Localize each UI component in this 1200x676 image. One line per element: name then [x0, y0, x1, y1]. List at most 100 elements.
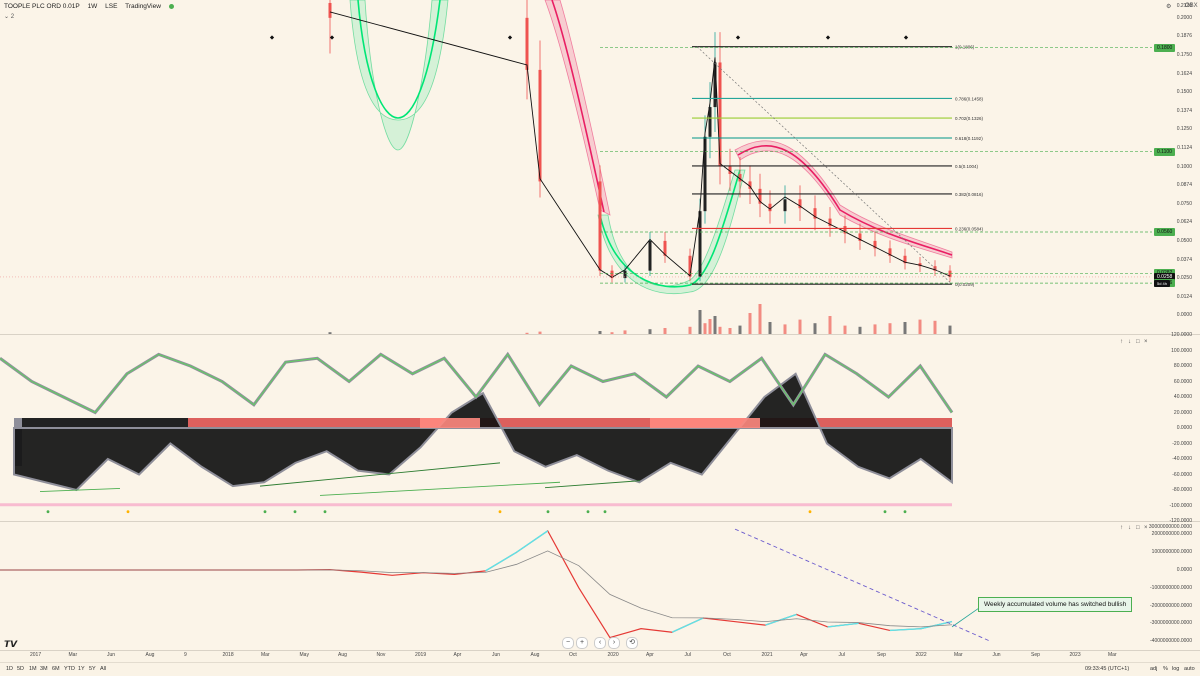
oscillator-axis[interactable]: 120.0000 100.0000 80.0000 60.0000 40.0000 20.…	[1152, 332, 1200, 524]
osc-histogram	[13, 372, 953, 492]
maximize-icon[interactable]: □	[1136, 525, 1140, 531]
arrow-down-icon[interactable]: ↓	[1128, 339, 1131, 345]
acc-volume-average	[0, 550, 953, 628]
osc-axis-tick: -80.0000	[1172, 487, 1192, 493]
price-axis-tick: 0.1500	[1176, 89, 1192, 96]
price-candle	[663, 240, 667, 256]
scroll-right-button[interactable]: ›	[608, 637, 620, 649]
acc-volume-axis[interactable]: 2000000000.0000 1000000000.0000 0.0000 -100…	[1148, 522, 1200, 650]
arrow-down-icon[interactable]: ↓	[1128, 525, 1131, 531]
volume-bar	[798, 319, 802, 334]
clock-label[interactable]: 09:33:45 (UTC+1)	[1085, 666, 1130, 672]
interval-label[interactable]: 1W	[87, 3, 98, 10]
price-candle	[858, 233, 862, 241]
symbol-header: TOOPLE PLC ORD 0.01P 1W LSE TradingView	[4, 3, 180, 10]
volume-bar	[698, 310, 702, 334]
adj-toggle[interactable]: adj	[1150, 666, 1158, 672]
signal-diamond	[825, 35, 831, 40]
range-5y[interactable]: 5Y	[89, 666, 96, 672]
annotation-callout[interactable]: Weekly accumulated volume has switched b…	[978, 597, 1133, 612]
volume-bar	[738, 325, 742, 334]
currency-label[interactable]: GBX	[1185, 3, 1198, 9]
osc-axis-tick: 40.0000	[1173, 394, 1192, 400]
osc-divergence-line	[544, 480, 641, 489]
reset-button[interactable]: ⟲	[626, 637, 638, 649]
acc-axis-tick: -1000000000.0000	[1150, 584, 1192, 591]
acc-axis-top: 30000000000.0000	[1148, 524, 1192, 530]
tv-logo-icon[interactable]: 𝙏𝙑	[4, 639, 18, 649]
range-1y[interactable]: 1Y	[78, 666, 85, 672]
time-axis-label: 2018	[222, 652, 234, 658]
arrow-up-icon[interactable]: ↑	[1120, 339, 1123, 345]
percent-toggle[interactable]: %	[1163, 666, 1168, 672]
zoom-out-button[interactable]: −	[562, 637, 574, 649]
settings-icon[interactable]: ⚙	[1166, 4, 1172, 10]
acc-volume-up-segment	[889, 627, 921, 632]
osc-axis-tick: 60.0000	[1173, 378, 1192, 385]
range-5d[interactable]: 5D	[17, 666, 25, 672]
price-candle	[918, 263, 922, 267]
volume-bar	[610, 332, 614, 334]
osc-red-zone	[188, 418, 952, 428]
volume-bar	[328, 332, 332, 334]
auto-toggle[interactable]: auto	[1184, 666, 1195, 672]
time-axis-label: Nov	[376, 652, 386, 658]
acc-axis-tick: 1000000000.0000	[1151, 549, 1192, 556]
arrow-up-icon[interactable]: ↑	[1120, 525, 1123, 531]
range-all[interactable]: All	[100, 666, 107, 672]
price-axis-tick: 0.1374	[1176, 107, 1192, 114]
volume-bar	[873, 324, 877, 334]
price-axis-tick: 0.1750	[1176, 52, 1192, 59]
close-icon[interactable]: ×	[1144, 525, 1148, 531]
time-axis-label: Apr	[453, 652, 462, 658]
close-icon[interactable]: ×	[1144, 339, 1148, 345]
acc-volume-up-segment	[765, 613, 797, 626]
chart-canvas[interactable]: 1(0.1806) 0.786(0.1458) 0.702(0.1326) 0.618…	[0, 0, 1200, 651]
time-axis-label: 2019	[415, 652, 427, 658]
acc-volume-pane[interactable]	[0, 522, 1200, 650]
acc-volume-up-segment	[485, 551, 517, 572]
symbol-name[interactable]: TOOPLE PLC ORD 0.01P	[4, 3, 80, 10]
volume-bar	[828, 316, 832, 334]
range-1d[interactable]: 1D	[6, 666, 14, 672]
range-3m[interactable]: 3M	[40, 666, 48, 672]
osc-signal-dot	[263, 510, 267, 514]
zoom-in-button[interactable]: +	[576, 637, 588, 649]
osc-axis-tick: 20.0000	[1173, 409, 1192, 416]
time-axis-label: Sep	[1031, 652, 1040, 658]
price-candle	[648, 240, 652, 271]
price-band-center-left	[357, 0, 441, 119]
acc-trendline	[734, 528, 991, 642]
acc-axis-tick: -2000000000.0000	[1150, 602, 1192, 609]
scroll-left-button[interactable]: ‹	[594, 637, 606, 649]
price-candle	[948, 270, 952, 277]
log-toggle[interactable]: log	[1172, 666, 1180, 672]
osc-divergence-line	[39, 488, 121, 492]
price-axis[interactable]: 0.2000 0.1876 0.1750 0.1624 0.1500 0.1374 0.12…	[1152, 0, 1200, 334]
price-candle	[888, 248, 892, 256]
osc-line	[0, 353, 953, 414]
price-candle	[688, 255, 692, 277]
range-ytd[interactable]: YTD	[64, 666, 75, 672]
osc-signal-dot	[126, 510, 130, 514]
time-axis[interactable]: 2017 Mar Jun Aug 9 2018 Mar May Aug Nov 2019 Apr Jun…	[0, 651, 1152, 661]
range-1m[interactable]: 1M	[29, 666, 37, 672]
acc-volume-up-segment	[516, 530, 549, 553]
range-6m[interactable]: 6M	[52, 666, 60, 672]
price-band-pinkline-left	[551, 0, 605, 213]
price-axis-tick: 0.1624	[1176, 70, 1192, 77]
volume-bar	[858, 326, 862, 334]
price-candle	[758, 188, 762, 204]
volume-bar	[903, 322, 907, 334]
price-candle	[728, 166, 732, 174]
osc-axis-tick: 100.0000	[1171, 347, 1192, 354]
maximize-icon[interactable]: □	[1136, 339, 1140, 345]
price-axis-tick: 0.1124	[1177, 145, 1192, 152]
price-candle	[783, 199, 787, 212]
osc-pink-zone	[650, 418, 760, 428]
price-axis-tick: 0.0874	[1176, 182, 1192, 189]
price-axis-tick: 0.0500	[1176, 237, 1192, 244]
time-axis-label: Jun	[992, 652, 1001, 658]
price-candle	[798, 199, 802, 209]
indicator-collapse[interactable]: ⌄ 2	[4, 14, 15, 20]
